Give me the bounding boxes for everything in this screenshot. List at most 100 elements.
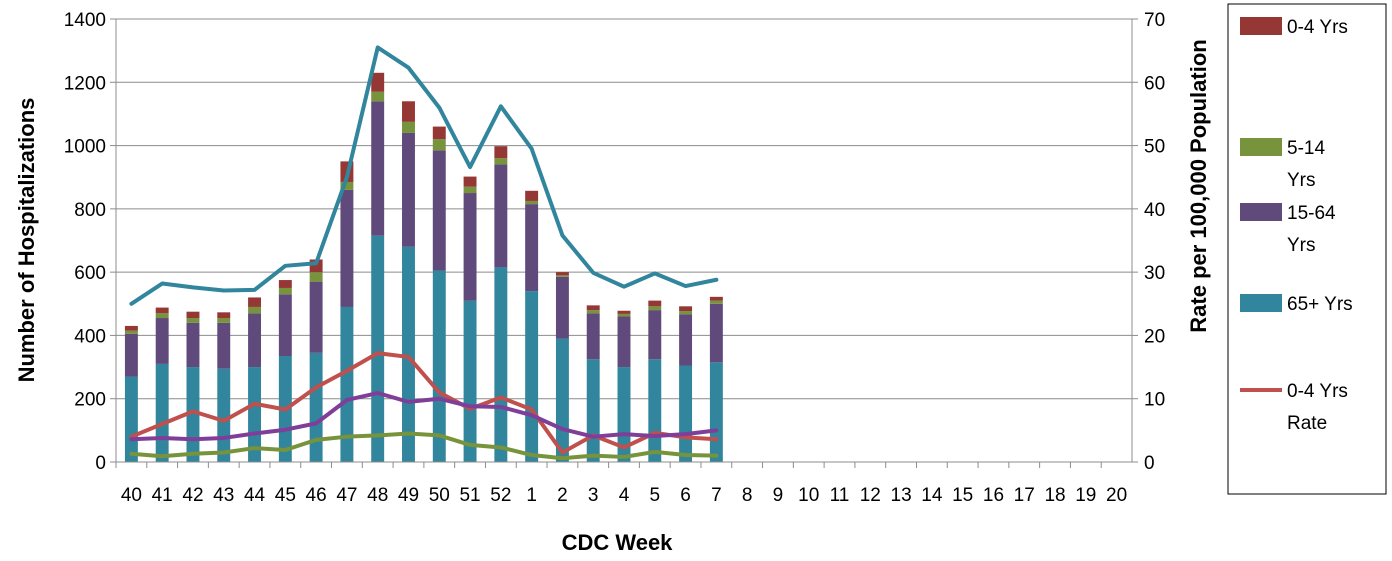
- bar-65-yrs-week-7: [709, 362, 723, 462]
- x-tick-label: 49: [398, 485, 419, 506]
- y2-tick-label: 70: [1144, 10, 1165, 31]
- y-tick-label: 200: [74, 390, 106, 411]
- y-tick-label: 1000: [64, 137, 106, 158]
- x-tick-label: 16: [983, 485, 1004, 506]
- bar-65-yrs-week-46: [309, 352, 323, 462]
- x-tick-label: 7: [711, 485, 722, 506]
- bar-65-yrs-week-51: [463, 300, 477, 462]
- legend-label-4: 0-4 Yrs: [1287, 381, 1348, 402]
- y-tick-label: 1400: [64, 10, 106, 31]
- bar-65-yrs-week-1: [525, 291, 539, 462]
- bar-65-yrs-week-50: [432, 270, 446, 462]
- bar-5-14-yrs-week-48: [371, 91, 385, 102]
- x-tick-label: 47: [336, 485, 357, 506]
- bar-65-yrs-week-47: [340, 306, 354, 462]
- bar-65-yrs-week-6: [679, 365, 693, 462]
- bar-5-14-yrs-week-51: [463, 186, 477, 194]
- bar-15-64-yrs-week-7: [709, 303, 723, 363]
- legend-swatch-1: [1240, 138, 1282, 156]
- bar-5-14-yrs-week-43: [217, 318, 231, 323]
- bar-15-64-yrs-week-2: [555, 276, 569, 339]
- x-tick-label: 40: [121, 485, 142, 506]
- bar-65-yrs-week-44: [248, 367, 262, 462]
- bar-15-64-yrs-week-41: [155, 318, 169, 364]
- x-tick-label: 4: [619, 485, 630, 506]
- bar-5-14-yrs-week-2: [555, 275, 569, 277]
- legend-label-1-line2: Yrs: [1287, 170, 1316, 191]
- y-tick-label: 800: [74, 200, 106, 221]
- bar-5-14-yrs-week-40: [124, 330, 138, 334]
- y2-tick-label: 0: [1144, 453, 1155, 474]
- x-tick-label: 1: [526, 485, 537, 506]
- legend-label-2-line2: Yrs: [1287, 235, 1316, 256]
- x-tick-label: 46: [306, 485, 327, 506]
- bar-0-4-yrs-week-3: [586, 305, 600, 311]
- bar-15-64-yrs-week-43: [217, 322, 231, 369]
- bar-15-64-yrs-week-50: [432, 150, 446, 271]
- x-tick-label: 15: [952, 485, 973, 506]
- y2-axis-label: Rate per 100,000 Population: [1186, 39, 1211, 332]
- bar-0-4-yrs-week-2: [555, 272, 569, 276]
- line-0-4-yrs-rate: [129, 351, 719, 455]
- bar-15-64-yrs-week-40: [124, 333, 138, 377]
- bar-5-14-yrs-week-52: [494, 158, 508, 165]
- bar-15-64-yrs-week-1: [525, 204, 539, 292]
- line-65-yrs-rate: [129, 45, 719, 306]
- bar-0-4-yrs-week-45: [278, 280, 292, 288]
- bar-0-4-yrs-week-48: [371, 72, 385, 92]
- bar-0-4-yrs-week-6: [679, 306, 693, 312]
- bar-5-14-yrs-week-44: [248, 306, 262, 314]
- bar-5-14-yrs-week-46: [309, 272, 323, 282]
- bar-0-4-yrs-week-49: [402, 101, 415, 122]
- legend-label-4-line2: Rate: [1287, 413, 1327, 434]
- bar-15-64-yrs-week-44: [248, 313, 262, 368]
- bar-15-64-yrs-week-45: [278, 294, 292, 356]
- x-tick-label: 44: [244, 485, 266, 506]
- bar-0-4-yrs-week-43: [217, 312, 231, 319]
- x-tick-label: 10: [798, 485, 819, 506]
- bar-15-64-yrs-week-47: [340, 189, 354, 307]
- bar-65-yrs-week-5: [648, 359, 662, 462]
- bar-65-yrs-week-43: [217, 368, 231, 462]
- x-tick-label: 3: [588, 485, 599, 506]
- bar-65-yrs-week-48: [371, 235, 385, 462]
- bar-5-14-yrs-week-47: [340, 181, 354, 190]
- line-15-64-yrs-rate: [129, 391, 719, 442]
- bar-5-14-yrs-week-45: [278, 287, 292, 295]
- bar-0-4-yrs-week-50: [432, 126, 446, 140]
- x-tick-label: 18: [1044, 485, 1065, 506]
- x-axis-label: CDC Week: [562, 530, 674, 555]
- bar-65-yrs-week-4: [617, 367, 631, 462]
- legend-label-1: 5-14: [1287, 138, 1325, 159]
- bar-5-14-yrs-week-42: [186, 318, 200, 323]
- y2-tick-label: 20: [1144, 326, 1165, 347]
- bar-0-4-yrs-week-7: [709, 296, 723, 301]
- x-tick-label: 13: [891, 485, 912, 506]
- x-tick-label: 6: [680, 485, 691, 506]
- bar-15-64-yrs-week-4: [617, 316, 631, 368]
- bar-5-14-yrs-week-50: [432, 139, 446, 151]
- x-tick-label: 9: [773, 485, 784, 506]
- legend-swatch-0: [1240, 17, 1282, 35]
- x-tick-label: 41: [152, 485, 173, 506]
- bar-15-64-yrs-week-5: [648, 310, 662, 360]
- bar-0-4-yrs-week-4: [617, 310, 631, 314]
- x-tick-label: 14: [921, 485, 943, 506]
- bar-65-yrs-week-41: [155, 363, 169, 462]
- bar-15-64-yrs-week-48: [371, 101, 385, 236]
- y2-tick-label: 50: [1144, 137, 1165, 158]
- x-tick-label: 52: [490, 485, 511, 506]
- bar-15-64-yrs-week-6: [679, 314, 693, 366]
- bar-5-14-yrs-week-41: [155, 313, 169, 319]
- y-tick-label: 400: [74, 326, 106, 347]
- bar-5-14-yrs-week-1: [525, 200, 539, 205]
- bar-15-64-yrs-week-42: [186, 322, 200, 368]
- x-tick-label: 48: [367, 485, 388, 506]
- x-tick-label: 8: [742, 485, 753, 506]
- bar-15-64-yrs-week-3: [586, 313, 600, 360]
- bar-0-4-yrs-week-51: [463, 176, 477, 187]
- y2-tick-label: 30: [1144, 263, 1165, 284]
- x-tick-label: 50: [429, 485, 450, 506]
- y-tick-label: 1200: [64, 73, 106, 94]
- bar-5-14-yrs-week-5: [648, 306, 662, 311]
